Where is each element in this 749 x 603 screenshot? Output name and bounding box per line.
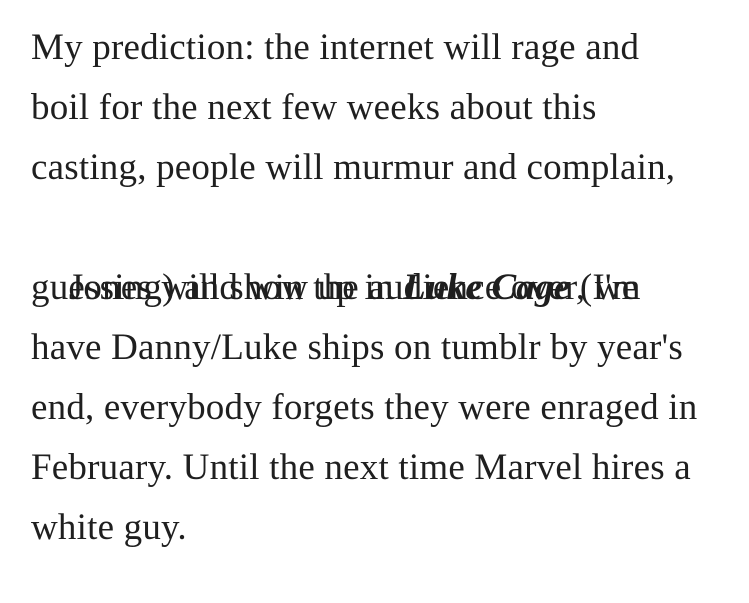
emphasized-title: Luke Cage (403, 267, 571, 308)
text-line: end, everybody forgets they were enraged… (31, 387, 698, 428)
text-line: have Danny/Luke ships on tumblr by year'… (31, 327, 683, 368)
text-segment: (I'm (570, 267, 641, 308)
post-text-block: My prediction: the internet will rage an… (31, 27, 721, 548)
text-line: guessing) and win the audience over, we (31, 267, 639, 308)
text-line: boil for the next few weeks about this (31, 87, 597, 128)
text-segment: Jones will show up in (68, 267, 404, 308)
text-line: February. Until the next time Marvel hir… (31, 447, 691, 488)
text-line: Jones will show up in Luke Cage (I'm (31, 198, 721, 308)
text-line: white guy. (31, 507, 187, 548)
text-line: casting, people will murmur and complain… (31, 147, 676, 188)
text-line: My prediction: the internet will rage an… (31, 27, 640, 68)
